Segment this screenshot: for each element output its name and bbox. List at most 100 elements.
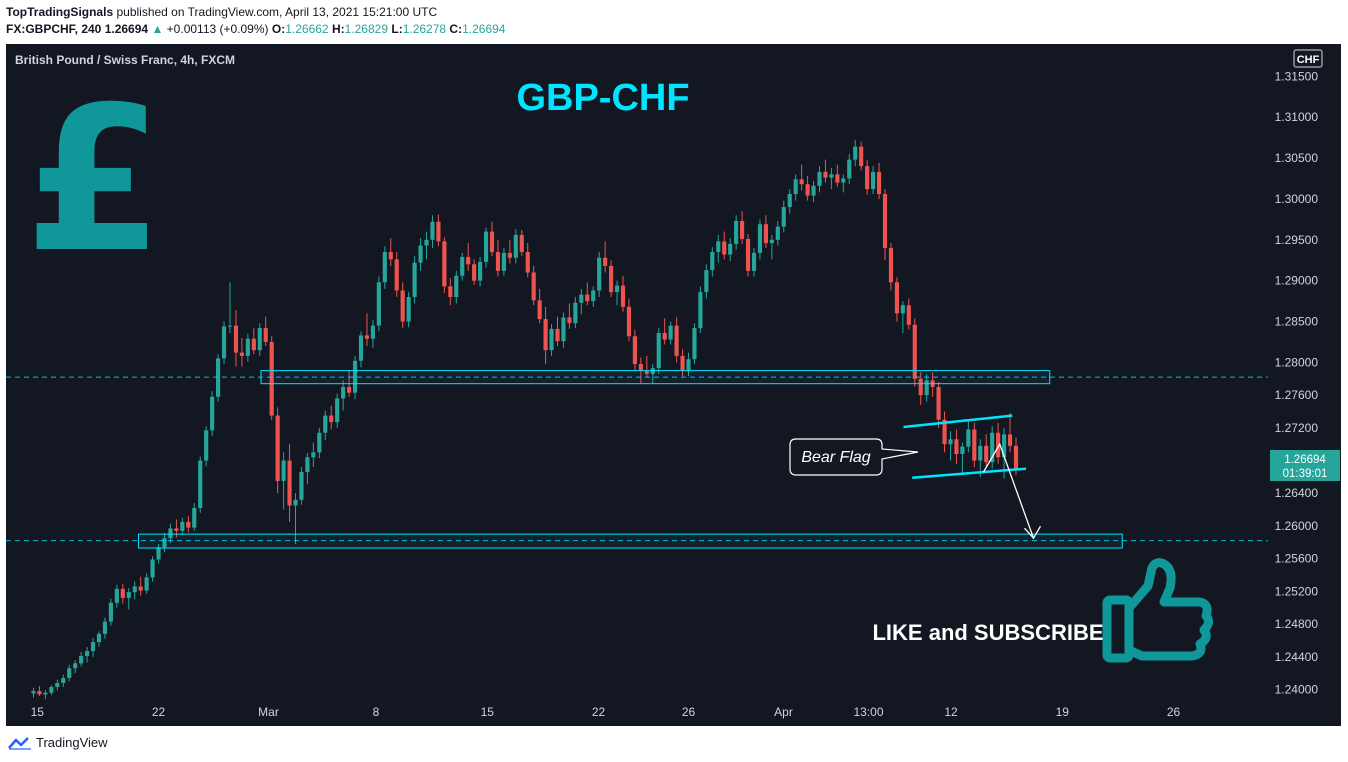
candle bbox=[823, 159, 828, 183]
close-value: 1.26694 bbox=[462, 22, 506, 36]
candle bbox=[555, 316, 560, 347]
support-zone bbox=[138, 533, 1123, 549]
candle-body bbox=[67, 668, 72, 679]
candle-body bbox=[811, 185, 816, 196]
candle-body bbox=[603, 257, 608, 266]
candle bbox=[609, 260, 614, 298]
candle-body bbox=[906, 305, 911, 325]
candle bbox=[204, 426, 209, 467]
candle bbox=[180, 517, 185, 535]
candle-body bbox=[966, 429, 971, 447]
candle-body bbox=[317, 432, 322, 453]
candle-body bbox=[55, 682, 60, 688]
candle bbox=[954, 429, 959, 464]
y-tick-label: 1.27200 bbox=[1275, 421, 1319, 435]
symbol-label: FX:GBPCHF, 240 bbox=[6, 22, 102, 36]
candle bbox=[269, 336, 274, 420]
y-tick-label: 1.24000 bbox=[1275, 682, 1319, 696]
axes-layer: 15 22 Mar 8 15 22 26 Apr 13:00 12 19 26 bbox=[31, 705, 1181, 719]
bear-flag-label: Bear Flag bbox=[801, 449, 870, 466]
candle bbox=[418, 238, 423, 271]
candle bbox=[251, 328, 256, 355]
price-scale[interactable]: 1.24000 1.24400 1.24800 1.25200 1.25600 1.260… bbox=[1275, 69, 1319, 696]
candle-body bbox=[347, 386, 352, 393]
author-name[interactable]: TopTradingSignals bbox=[6, 5, 114, 19]
candle-body bbox=[412, 262, 417, 298]
candle-body bbox=[853, 146, 858, 160]
candle-body bbox=[150, 559, 155, 578]
candle-body bbox=[900, 305, 905, 314]
candle bbox=[829, 167, 834, 190]
candle-body bbox=[198, 460, 203, 508]
candle-body bbox=[728, 243, 733, 255]
candle bbox=[585, 282, 590, 306]
current-price-value: 1.26694 bbox=[1284, 454, 1326, 466]
candle bbox=[799, 164, 804, 191]
candle bbox=[192, 503, 197, 531]
candle bbox=[400, 282, 405, 329]
candle bbox=[370, 319, 375, 348]
candle-body bbox=[269, 341, 274, 416]
candle bbox=[156, 543, 161, 564]
candle bbox=[793, 174, 798, 201]
candle-body bbox=[43, 692, 48, 695]
candle-body bbox=[382, 252, 387, 283]
x-tick-label: Apr bbox=[774, 705, 793, 719]
candle bbox=[233, 310, 239, 367]
flag-lower-line bbox=[912, 467, 1027, 479]
candle-body bbox=[680, 355, 685, 371]
candle bbox=[972, 422, 977, 468]
candle-body bbox=[829, 174, 834, 178]
candle bbox=[442, 237, 447, 293]
candle-body bbox=[120, 588, 125, 598]
candle bbox=[299, 467, 304, 505]
flag-upper-line bbox=[903, 414, 1013, 429]
published-text: published on TradingView.com, April 13, … bbox=[116, 5, 438, 19]
candle bbox=[978, 439, 983, 477]
candle-body bbox=[299, 471, 304, 500]
candle-body bbox=[180, 521, 185, 531]
footer-brand-label: TradingView bbox=[36, 735, 108, 750]
candle bbox=[781, 200, 786, 233]
candle bbox=[817, 166, 822, 193]
candle-body bbox=[817, 171, 822, 186]
chart-canvas[interactable]: 15 22 Mar 8 15 22 26 Apr 13:00 12 19 26 British Pou… bbox=[6, 44, 1341, 726]
footer-brand[interactable]: TradingView bbox=[8, 735, 108, 750]
candle-body bbox=[102, 621, 108, 634]
candle-body bbox=[61, 678, 66, 683]
currency-badge[interactable]: CHF bbox=[1293, 49, 1323, 68]
candle-body bbox=[37, 691, 42, 695]
candle-body bbox=[585, 294, 590, 302]
candle bbox=[626, 298, 632, 342]
candle-body bbox=[513, 234, 518, 258]
candle bbox=[114, 584, 119, 608]
candle bbox=[382, 246, 387, 289]
candle bbox=[55, 679, 60, 691]
candle-body bbox=[281, 460, 286, 481]
open-label: O: bbox=[271, 22, 286, 36]
candle bbox=[281, 452, 286, 510]
candle-body bbox=[174, 528, 179, 531]
candle bbox=[597, 252, 602, 298]
candle-body bbox=[227, 325, 233, 327]
candle-body bbox=[424, 239, 429, 246]
candle bbox=[853, 140, 858, 167]
candle-body bbox=[787, 194, 792, 208]
candle bbox=[323, 410, 328, 441]
candle-body bbox=[942, 419, 947, 445]
x-tick-label: 26 bbox=[682, 705, 696, 719]
low-label: L: bbox=[391, 22, 403, 36]
candle-body bbox=[436, 221, 441, 242]
candle-body bbox=[734, 220, 739, 244]
chart-panel[interactable]: 15 22 Mar 8 15 22 26 Apr 13:00 12 19 26 British Pou… bbox=[6, 44, 1341, 726]
candle bbox=[257, 323, 262, 356]
x-tick-label: 15 bbox=[31, 705, 45, 719]
candle bbox=[620, 275, 626, 312]
x-tick-label: Mar bbox=[258, 705, 279, 719]
candle-body bbox=[591, 290, 596, 302]
candle-body bbox=[686, 359, 691, 371]
candle-body bbox=[865, 166, 870, 190]
candle-body bbox=[882, 194, 888, 248]
candle-body bbox=[674, 325, 679, 356]
y-tick-label: 1.27600 bbox=[1275, 388, 1319, 402]
